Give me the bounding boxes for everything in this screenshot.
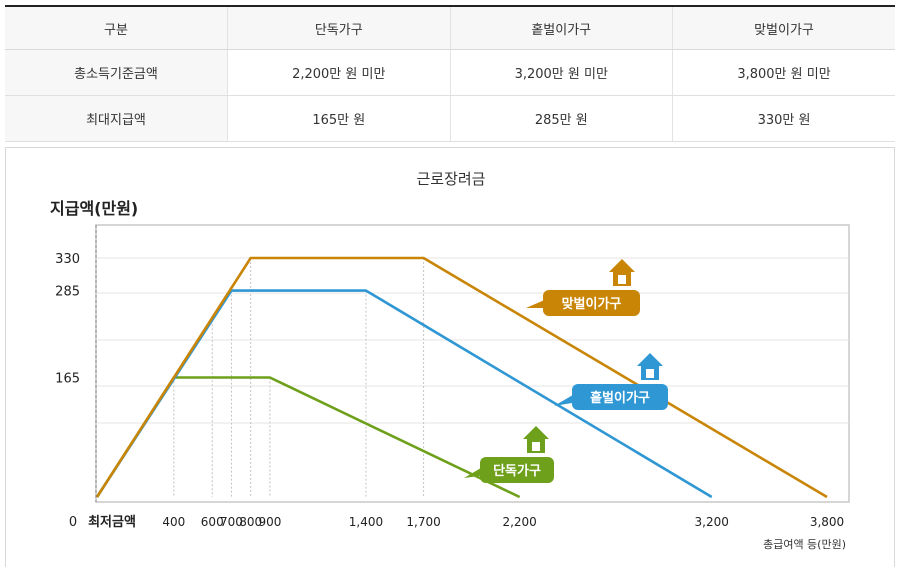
legend-label: 맞벌이가구 xyxy=(562,296,622,312)
series-line xyxy=(95,256,828,499)
table-cell: 3,800만 원 미만 xyxy=(672,49,895,96)
x-tick-label: 800 xyxy=(239,515,262,529)
x-min-label: 최저금액 xyxy=(88,515,136,530)
callout-box xyxy=(480,457,554,483)
table-row: 최대지급액 165만 원 285만 원 330만 원 xyxy=(5,95,895,142)
eitc-table: 구분 단독가구 홑벌이가구 맞벌이가구 총소득기준금액 2,200만 원 미만 … xyxy=(5,5,895,142)
y-tick-label: 330 xyxy=(55,252,80,267)
house-icon xyxy=(523,426,549,453)
x-tick-label: 700 xyxy=(220,515,243,529)
table-cell: 2,200만 원 미만 xyxy=(227,49,450,96)
x-tick-label: 600 xyxy=(201,515,224,529)
callout-box xyxy=(572,384,668,410)
table-cell: 330만 원 xyxy=(672,95,895,142)
x-tick-label: 3,800 xyxy=(810,515,844,529)
series-callout: 단독가구 xyxy=(464,426,554,483)
table-cell: 285만 원 xyxy=(449,95,673,142)
chart-panel: 근로장려금 지급액(만원) 총급여액 등(만원) 0 최저금액 165 285 33… xyxy=(5,147,895,567)
x-tick-label: 3,200 xyxy=(695,515,729,529)
house-roof xyxy=(523,426,549,439)
x-tick-label: 400 xyxy=(162,515,185,529)
header-single: 단독가구 xyxy=(227,5,450,50)
x-origin-label: 0 xyxy=(69,515,77,530)
x-tick-label: 1,400 xyxy=(349,515,383,529)
house-icon xyxy=(609,259,635,286)
house-window xyxy=(618,275,626,284)
table-row: 총소득기준금액 2,200만 원 미만 3,200만 원 미만 3,800만 원… xyxy=(5,49,895,96)
x-tick-label: 900 xyxy=(258,515,281,529)
x-tick-label: 1,700 xyxy=(406,515,440,529)
callout-box xyxy=(543,290,640,316)
house-window xyxy=(646,369,654,378)
y-tick-label: 285 xyxy=(55,285,80,300)
table-header-row: 구분 단독가구 홑벌이가구 맞벌이가구 xyxy=(5,5,895,50)
y-axis-label: 지급액(만원) xyxy=(50,199,138,218)
row-label: 최대지급액 xyxy=(5,95,228,142)
house-icon xyxy=(637,353,663,380)
header-category: 구분 xyxy=(5,5,228,50)
row-label: 총소득기준금액 xyxy=(5,49,228,96)
series-callout: 홑벌이가구 xyxy=(554,353,668,410)
x-tick-label: 2,200 xyxy=(502,515,536,529)
eitc-chart: 근로장려금 지급액(만원) 총급여액 등(만원) 0 최저금액 165 285 33… xyxy=(50,170,850,551)
house-window xyxy=(532,442,540,451)
series-callout: 맞벌이가구 xyxy=(526,259,640,316)
legend-label: 단독가구 xyxy=(493,463,541,479)
legend-label: 홑벌이가구 xyxy=(590,390,650,406)
plot-frame xyxy=(95,224,850,503)
table-cell: 3,200만 원 미만 xyxy=(449,49,673,96)
table-cell: 165만 원 xyxy=(227,95,450,142)
x-axis-label: 총급여액 등(만원) xyxy=(763,538,846,551)
y-tick-label: 165 xyxy=(55,372,80,387)
house-roof xyxy=(637,353,663,366)
header-dual-earner: 맞벌이가구 xyxy=(672,5,895,50)
house-roof xyxy=(609,259,635,272)
chart-title: 근로장려금 xyxy=(416,170,485,188)
header-single-earner: 홑벌이가구 xyxy=(449,5,673,50)
